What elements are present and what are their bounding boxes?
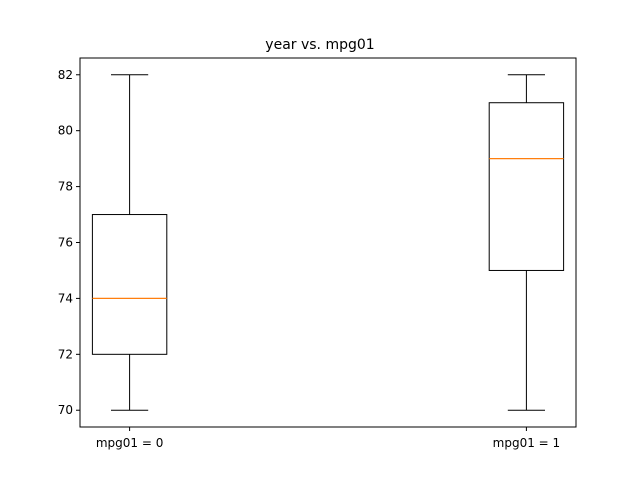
x-tick-label: mpg01 = 0 (96, 436, 164, 450)
box-iqr (488, 102, 565, 271)
x-tick-label: mpg01 = 1 (493, 436, 561, 450)
y-axis: 70 72 74 76 78 80 82 (58, 68, 80, 417)
y-tick-label: 72 (58, 347, 73, 361)
y-tick-label: 74 (58, 291, 73, 305)
x-axis: mpg01 = 0 mpg01 = 1 (96, 427, 560, 450)
axes-frame (79, 57, 577, 428)
y-tick-label: 76 (58, 236, 73, 250)
boxplot-2 (488, 74, 565, 411)
y-tick-label: 70 (58, 403, 73, 417)
y-tick-label: 80 (58, 124, 73, 138)
chart-title: year vs. mpg01 (265, 37, 374, 53)
boxplot-1 (91, 74, 168, 411)
box-iqr (91, 214, 168, 355)
plot-marks (91, 74, 565, 411)
y-tick-label: 78 (58, 180, 73, 194)
y-tick-label: 82 (58, 68, 73, 82)
